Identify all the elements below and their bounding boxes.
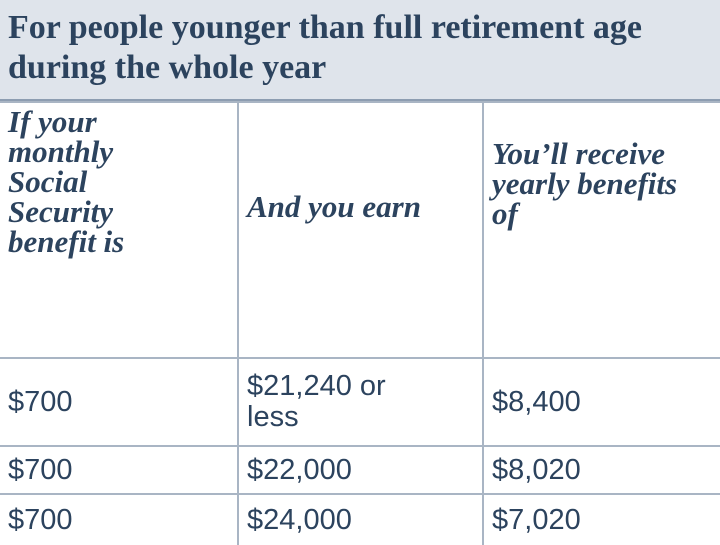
- data-row: $700 $21,240 or less $8,400: [0, 357, 720, 447]
- cell: $8,020: [482, 445, 720, 495]
- header-cell: And you earn: [237, 101, 484, 359]
- cell: $8,400: [482, 357, 720, 447]
- title: For people younger than full retirement …: [8, 9, 642, 86]
- data-row: $700 $22,000 $8,020: [0, 445, 720, 495]
- header-text: And you earn: [247, 189, 421, 224]
- cell-text: $8,400: [492, 385, 581, 418]
- header-cell: If your monthly Social Security benefit …: [0, 101, 239, 359]
- cell-text: $700: [8, 503, 73, 536]
- cell: $22,000: [237, 445, 484, 495]
- header-row: If your monthly Social Security benefit …: [0, 101, 720, 359]
- cell-text: $700: [8, 453, 73, 486]
- header-text: You’ll receive yearly benefits of: [492, 136, 678, 231]
- benefits-table: If your monthly Social Security benefit …: [0, 101, 720, 545]
- header-cell: You’ll receive yearly benefits of: [482, 101, 720, 359]
- cell-text: $7,020: [492, 503, 581, 536]
- data-row: $700 $24,000 $7,020: [0, 493, 720, 545]
- cell-text: $22,000: [247, 453, 352, 486]
- cell: $7,020: [482, 493, 720, 545]
- cell: $24,000: [237, 493, 484, 545]
- cell: $700: [0, 445, 239, 495]
- title-band: For people younger than full retirement …: [0, 0, 720, 101]
- cell-text: $8,020: [492, 453, 581, 486]
- cell: $700: [0, 493, 239, 545]
- cell-text: $700: [8, 385, 73, 418]
- cell-text: $24,000: [247, 503, 352, 536]
- cell-text: $21,240 or less: [247, 370, 386, 433]
- cell: $700: [0, 357, 239, 447]
- header-text: If your monthly Social Security benefit …: [8, 104, 125, 259]
- cell: $21,240 or less: [237, 357, 484, 447]
